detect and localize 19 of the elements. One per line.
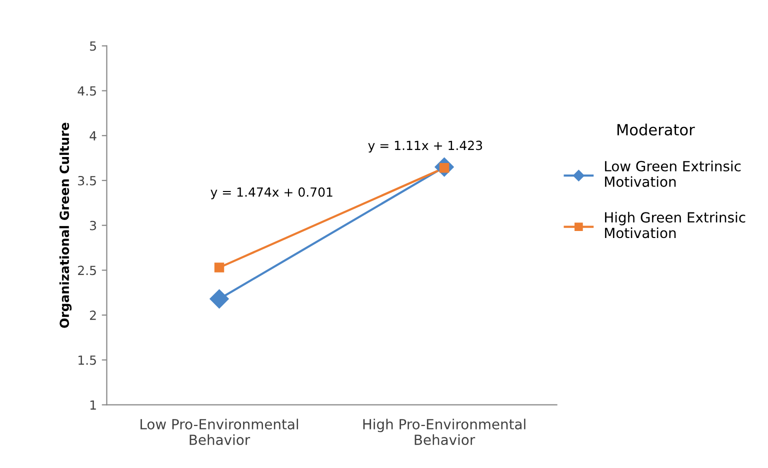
legend-label: High Green Extrinsic Motivation <box>605 212 746 238</box>
y-axis-title: Organizational Green Culture <box>59 122 72 328</box>
annotation: y = 1.11x + 1.423 <box>368 140 482 153</box>
y-tick-label: 2.5 <box>78 266 96 276</box>
y-tick-label: 1.5 <box>78 356 96 365</box>
y-tick-label: 5 <box>90 42 96 51</box>
point <box>210 289 229 308</box>
x-tick-label: High Pro-Environmental Behavior <box>363 418 526 446</box>
annotation: y = 1.474x + 0.701 <box>210 187 332 200</box>
y-tick-label: 1 <box>90 400 96 410</box>
y-tick-label: 3 <box>90 220 96 230</box>
x-tick-label: Low Pro-Environmental Behavior <box>140 418 298 446</box>
legend-title: Moderator <box>617 124 695 136</box>
y-tick-label: 4.5 <box>78 86 96 96</box>
y-tick-label: 2 <box>90 310 96 320</box>
point <box>214 262 224 272</box>
y-tick-label: 4 <box>90 131 96 140</box>
y-tick-label: 3.5 <box>78 176 96 186</box>
legend-label: Low Green Extrinsic Motivation <box>605 160 741 187</box>
